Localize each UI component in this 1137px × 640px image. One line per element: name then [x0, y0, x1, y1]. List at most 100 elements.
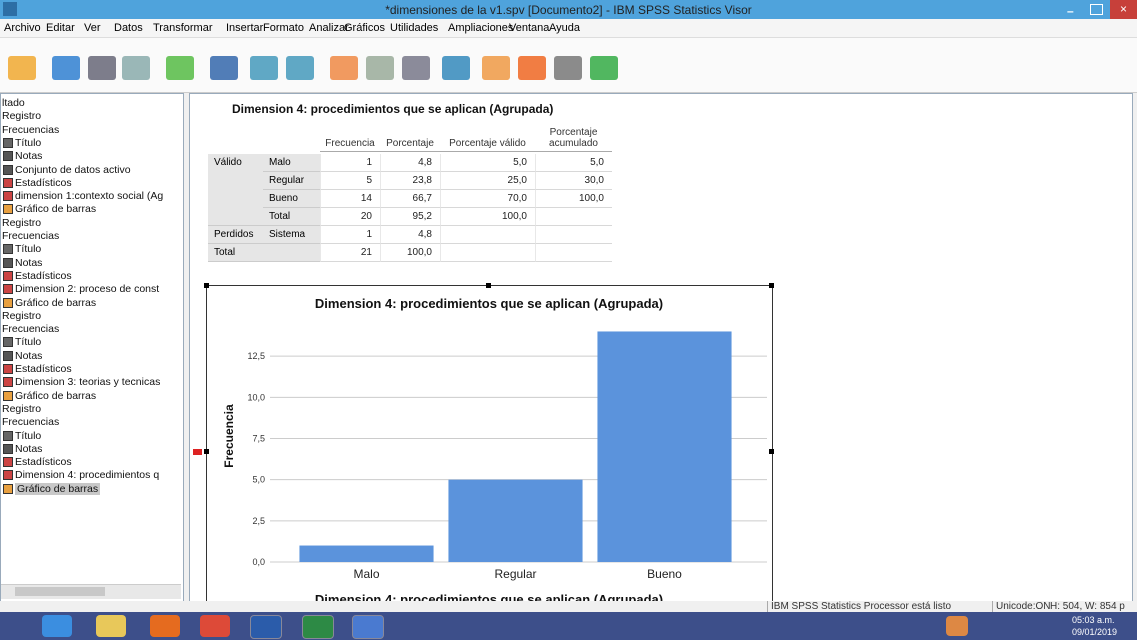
- toolbar-button[interactable]: [286, 56, 314, 80]
- taskbar-app[interactable]: [96, 615, 126, 637]
- maximize-button[interactable]: [1090, 4, 1103, 15]
- menu-item[interactable]: Analizar: [309, 22, 349, 34]
- toolbar-button[interactable]: [88, 56, 116, 80]
- toolbar-button[interactable]: [442, 56, 470, 80]
- taskbar-app[interactable]: [200, 615, 230, 637]
- outline-item[interactable]: Estadísticos: [15, 456, 72, 469]
- menu-item[interactable]: Archivo: [4, 22, 41, 34]
- outline-item[interactable]: Conjunto de datos activo: [15, 163, 131, 176]
- outline-item[interactable]: Dimension 4: procedimientos q: [15, 469, 160, 482]
- outline-icon: [3, 297, 13, 308]
- tray-icon[interactable]: [946, 616, 968, 636]
- outline-item[interactable]: Notas: [15, 442, 43, 455]
- outline-item[interactable]: Frecuencias: [2, 230, 60, 242]
- selection-handle: [769, 449, 774, 454]
- toolbar-button[interactable]: [554, 56, 582, 80]
- outline-item[interactable]: Gráfico de barras: [15, 296, 97, 309]
- selection-handle: [204, 283, 209, 288]
- toolbar-button[interactable]: [402, 56, 430, 80]
- taskbar-app[interactable]: [302, 615, 334, 639]
- table-cell: 5,0: [440, 154, 535, 172]
- tray-date[interactable]: 09/01/2019: [1072, 627, 1118, 637]
- outline-item[interactable]: Registro: [2, 309, 42, 322]
- taskbar-app[interactable]: [42, 615, 72, 637]
- toolbar-button[interactable]: [166, 56, 194, 80]
- outline-icon: [3, 191, 13, 202]
- menu-item[interactable]: Datos: [114, 22, 143, 34]
- outline-item[interactable]: Notas: [15, 349, 43, 362]
- outline-item[interactable]: Dimension 3: teorias y tecnicas: [15, 376, 161, 389]
- table-cell: 25,0: [440, 172, 535, 190]
- menu-item[interactable]: Ayuda: [549, 22, 580, 34]
- outline-icon: [3, 164, 13, 175]
- outline-item[interactable]: Registro: [2, 402, 42, 415]
- outline-item[interactable]: Gráfico de barras: [15, 482, 101, 495]
- menu-item[interactable]: Insertar: [226, 22, 264, 34]
- outline-icon: [3, 151, 13, 162]
- outline-item[interactable]: Título: [15, 243, 42, 256]
- outline-item[interactable]: Estadísticos: [15, 363, 72, 375]
- table-header: Porcentaje: [380, 116, 440, 152]
- outline-item[interactable]: Registro: [2, 216, 42, 229]
- row-label: Malo: [263, 154, 320, 172]
- table-cell: [535, 244, 612, 262]
- toolbar-button[interactable]: [366, 56, 394, 80]
- outline-item[interactable]: Estadísticos: [15, 176, 72, 189]
- menu-item[interactable]: Ventana: [509, 22, 550, 34]
- menu-item[interactable]: Formato: [263, 22, 304, 34]
- outline-item[interactable]: Frecuencias: [2, 416, 60, 429]
- menu-item[interactable]: Ver: [84, 22, 101, 34]
- table-cell: 95,2: [380, 208, 440, 226]
- taskbar-app[interactable]: [150, 615, 180, 637]
- outline-icon: [3, 483, 13, 494]
- table-cell: [440, 244, 535, 262]
- horizontal-scrollbar[interactable]: [1, 584, 181, 599]
- outline-item[interactable]: Título: [15, 136, 42, 149]
- table-cell: 1: [320, 154, 380, 172]
- table-cell: 5: [320, 172, 380, 190]
- outline-item[interactable]: Frecuencias: [2, 323, 60, 336]
- outline-item[interactable]: ltado: [2, 97, 25, 109]
- tray-clock[interactable]: 05:03 a.m.: [1072, 615, 1115, 625]
- toolbar-button[interactable]: [518, 56, 546, 80]
- toolbar-button[interactable]: [52, 56, 80, 80]
- outline-item[interactable]: Notas: [15, 150, 43, 163]
- table-cell: 21: [320, 244, 380, 262]
- table-cell: 30,0: [535, 172, 612, 190]
- toolbar-button[interactable]: [122, 56, 150, 80]
- outline-item[interactable]: Estadísticos: [15, 269, 72, 282]
- menu-item[interactable]: Ampliaciones: [448, 22, 514, 34]
- taskbar-app[interactable]: [250, 615, 282, 639]
- outline-item[interactable]: Título: [15, 429, 42, 442]
- outline-item[interactable]: Dimension 2: proceso de const: [15, 283, 160, 296]
- toolbar-button[interactable]: [250, 56, 278, 80]
- x-tick-label: Regular: [494, 567, 536, 581]
- menu-bar: Archivo Editar Ver Datos Transformar Insertar…: [0, 19, 1137, 38]
- menu-item[interactable]: Transformar: [153, 22, 213, 34]
- minimize-button[interactable]: –: [1067, 4, 1074, 18]
- toolbar-button[interactable]: [482, 56, 510, 80]
- toolbar-button[interactable]: [8, 56, 36, 80]
- toolbar-button[interactable]: [590, 56, 618, 80]
- menu-item[interactable]: Editar: [46, 22, 75, 34]
- outline-item[interactable]: Registro: [2, 110, 42, 123]
- outline-item[interactable]: Frecuencias: [2, 123, 60, 136]
- selection-handle: [204, 449, 209, 454]
- outline-item[interactable]: dimension 1:contexto social (Ag: [15, 190, 164, 203]
- outline-icon: [3, 390, 13, 401]
- table-cell: 100,0: [440, 208, 535, 226]
- table-cell: 100,0: [535, 190, 612, 208]
- toolbar-button[interactable]: [330, 56, 358, 80]
- outline-item[interactable]: Título: [15, 336, 42, 349]
- toolbar-button[interactable]: [210, 56, 238, 80]
- outline-pane: ltado Registro Frecuencias Título Notas Conju…: [0, 93, 184, 602]
- outline-item[interactable]: Gráfico de barras: [15, 203, 97, 216]
- row-label: Total: [263, 208, 320, 226]
- taskbar-app[interactable]: [352, 615, 384, 639]
- menu-item[interactable]: Gráficos: [344, 22, 385, 34]
- outline-item[interactable]: Gráfico de barras: [15, 389, 97, 402]
- outline-item[interactable]: Notas: [15, 256, 43, 269]
- scroll-thumb[interactable]: [15, 587, 105, 596]
- menu-item[interactable]: Utilidades: [390, 22, 439, 34]
- close-button[interactable]: ×: [1110, 0, 1137, 19]
